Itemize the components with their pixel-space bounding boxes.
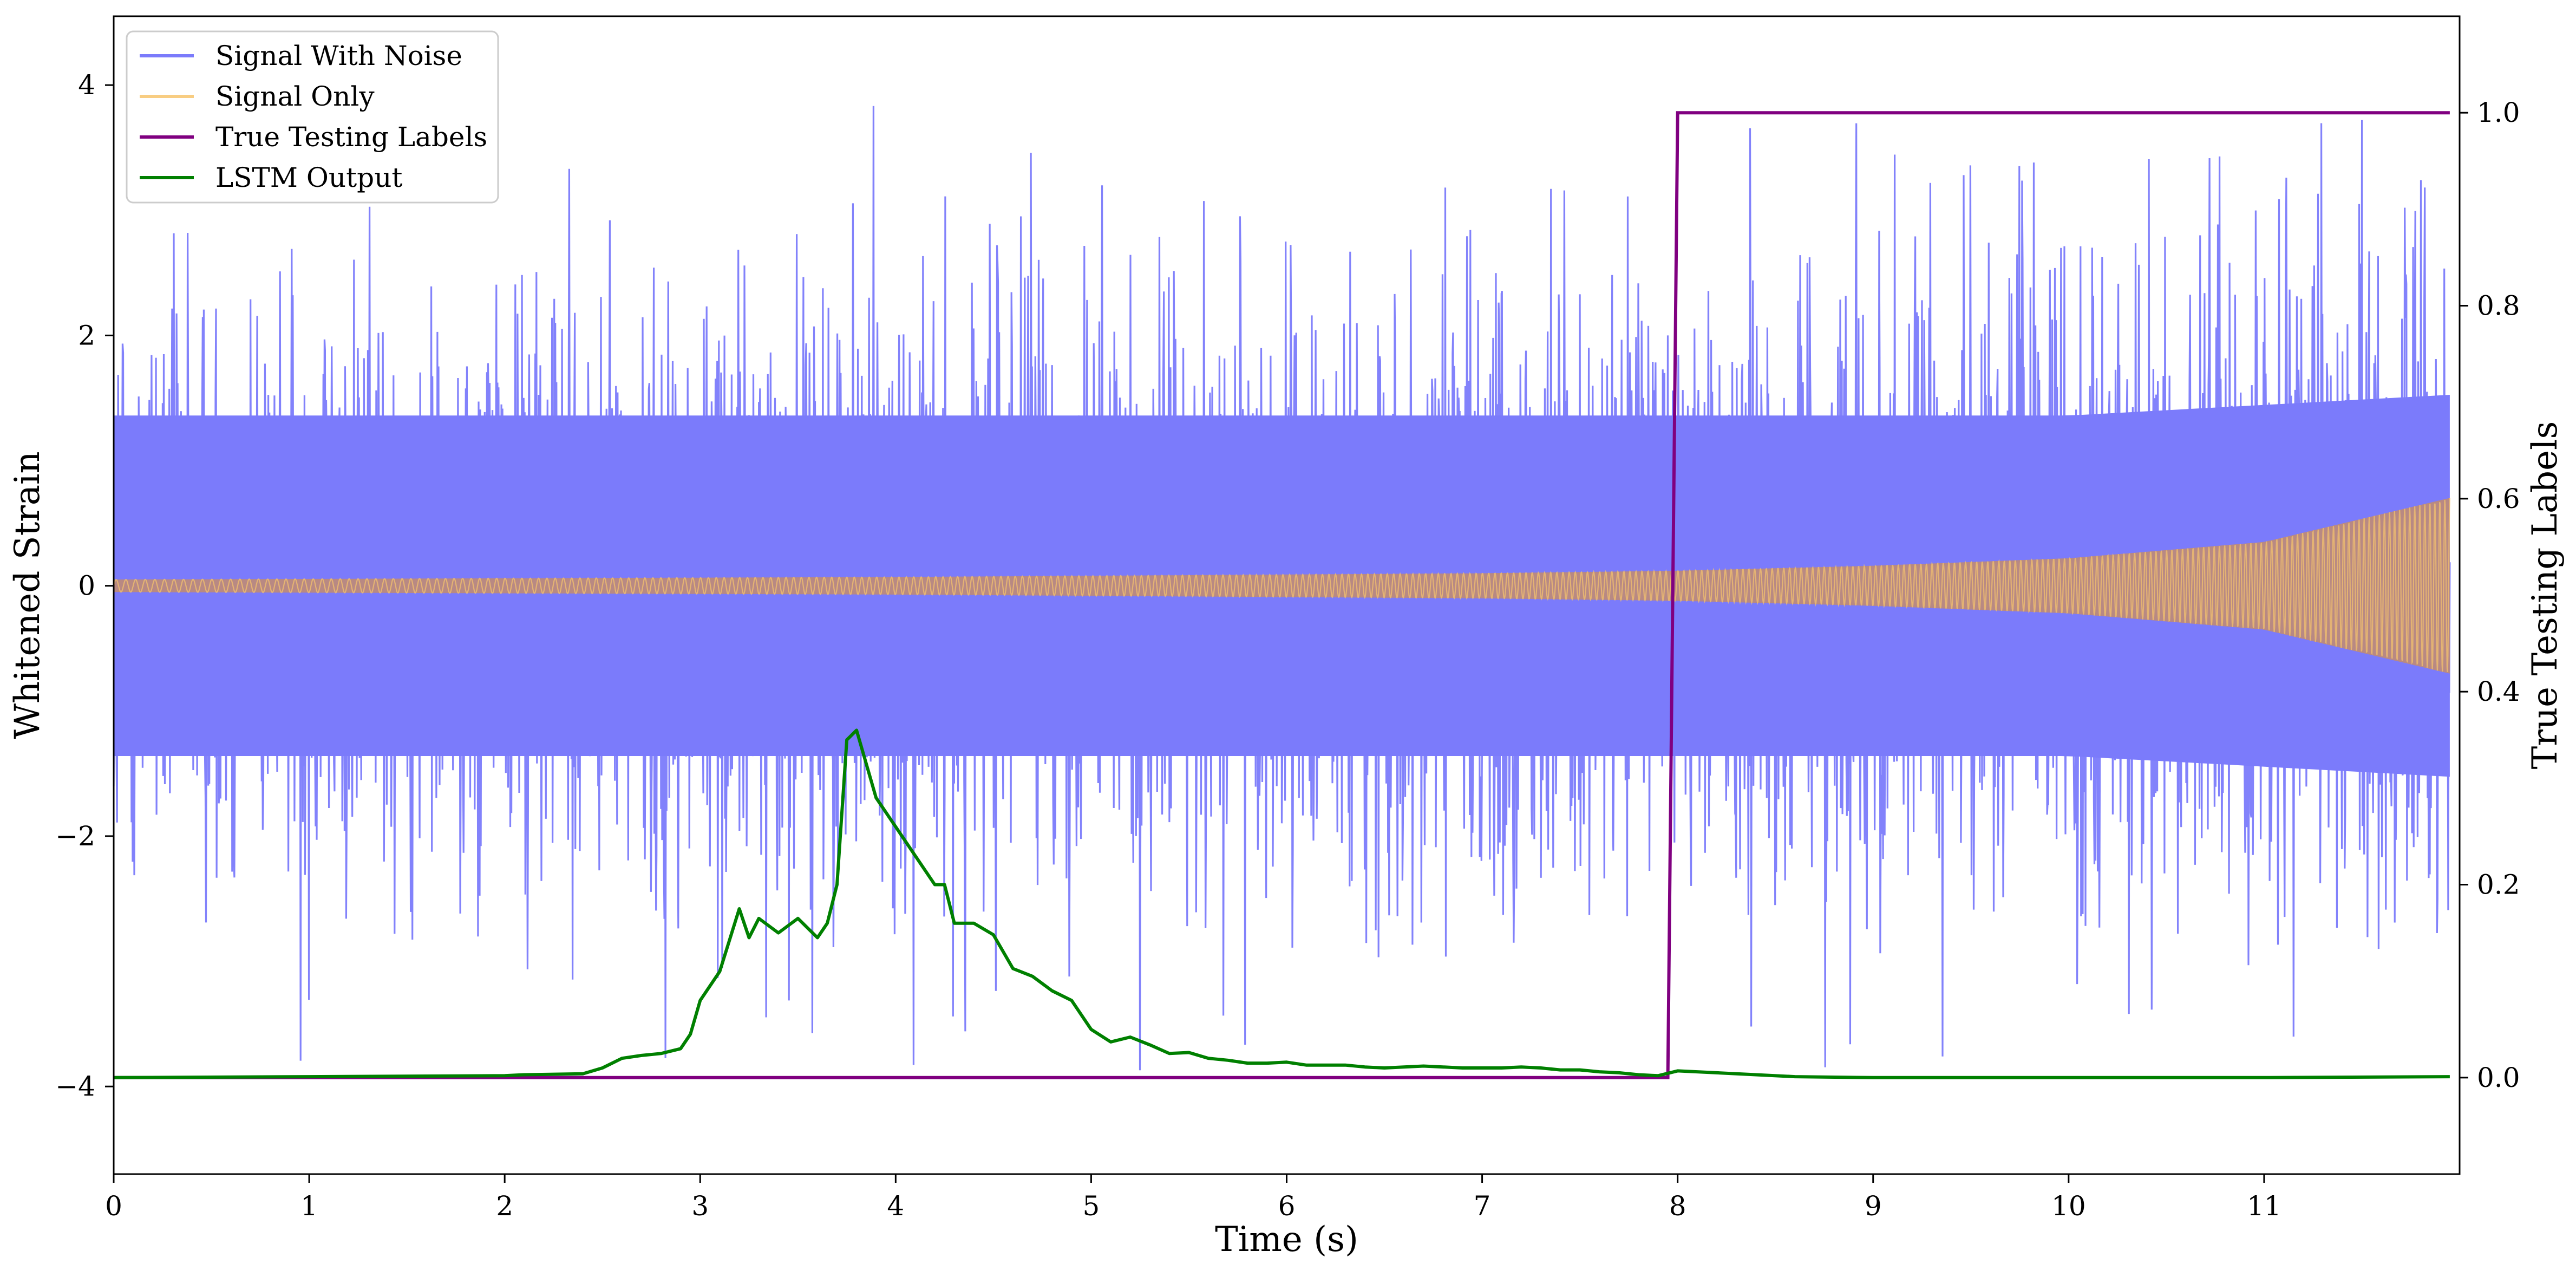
x-tick-label: 2: [496, 1190, 513, 1222]
y-tick-label: −2: [55, 820, 95, 852]
y-tick-label: 0: [78, 570, 95, 602]
y-tick-label: −4: [55, 1071, 95, 1102]
true-testing-labels-line: [114, 111, 2450, 1079]
y-tick-label: 2: [78, 320, 95, 351]
y2-tick-label: 0.4: [2477, 676, 2520, 707]
x-axis: 0 1 2 3 4 5 6 7 8 9 10 11: [105, 1174, 2281, 1222]
lstm-output-series: [113, 728, 2450, 1079]
y-axis-right: 0.0 0.2 0.4 0.6 0.8 1.0: [2460, 97, 2520, 1093]
legend-box: [126, 30, 499, 204]
legend-label: Signal Only: [215, 81, 375, 112]
true-testing-labels-series: [114, 111, 2450, 1079]
x-tick-label: 8: [1669, 1190, 1686, 1222]
legend-label: LSTM Output: [215, 162, 402, 193]
signal-only-line: [113, 498, 2450, 673]
y2-tick-label: 1.0: [2477, 97, 2520, 128]
x-tick-label: 3: [691, 1190, 709, 1222]
x-tick-label: 11: [2247, 1190, 2281, 1222]
x-tick-label: 6: [1278, 1190, 1296, 1222]
x-tick-label: 0: [105, 1190, 122, 1222]
y2-axis-label: True Testing Labels: [2525, 421, 2565, 770]
y2-tick-label: 0.2: [2477, 869, 2520, 901]
x-tick-label: 5: [1083, 1190, 1100, 1222]
x-tick-label: 7: [1474, 1190, 1491, 1222]
y2-tick-label: 0.8: [2477, 290, 2520, 322]
x-tick-label: 4: [887, 1190, 904, 1222]
x-tick-label: 9: [1865, 1190, 1882, 1222]
lstm-output-line: [113, 728, 2450, 1079]
legend: Signal With Noise Signal Only True Testing…: [126, 30, 499, 204]
legend-label: Signal With Noise: [215, 40, 462, 71]
signal-only-series: [113, 498, 2450, 674]
y-axis-left: −4 −2 0 2 4: [55, 69, 114, 1102]
x-tick-label: 10: [2051, 1190, 2086, 1222]
y-axis-label: Whitened Strain: [8, 451, 48, 739]
y-tick-label: 4: [78, 69, 95, 101]
x-axis-label: Time (s): [1215, 1220, 1358, 1260]
legend-label: True Testing Labels: [215, 121, 487, 153]
y2-tick-label: 0.0: [2477, 1062, 2520, 1093]
y2-tick-label: 0.6: [2477, 483, 2520, 514]
x-tick-label: 1: [300, 1190, 318, 1222]
